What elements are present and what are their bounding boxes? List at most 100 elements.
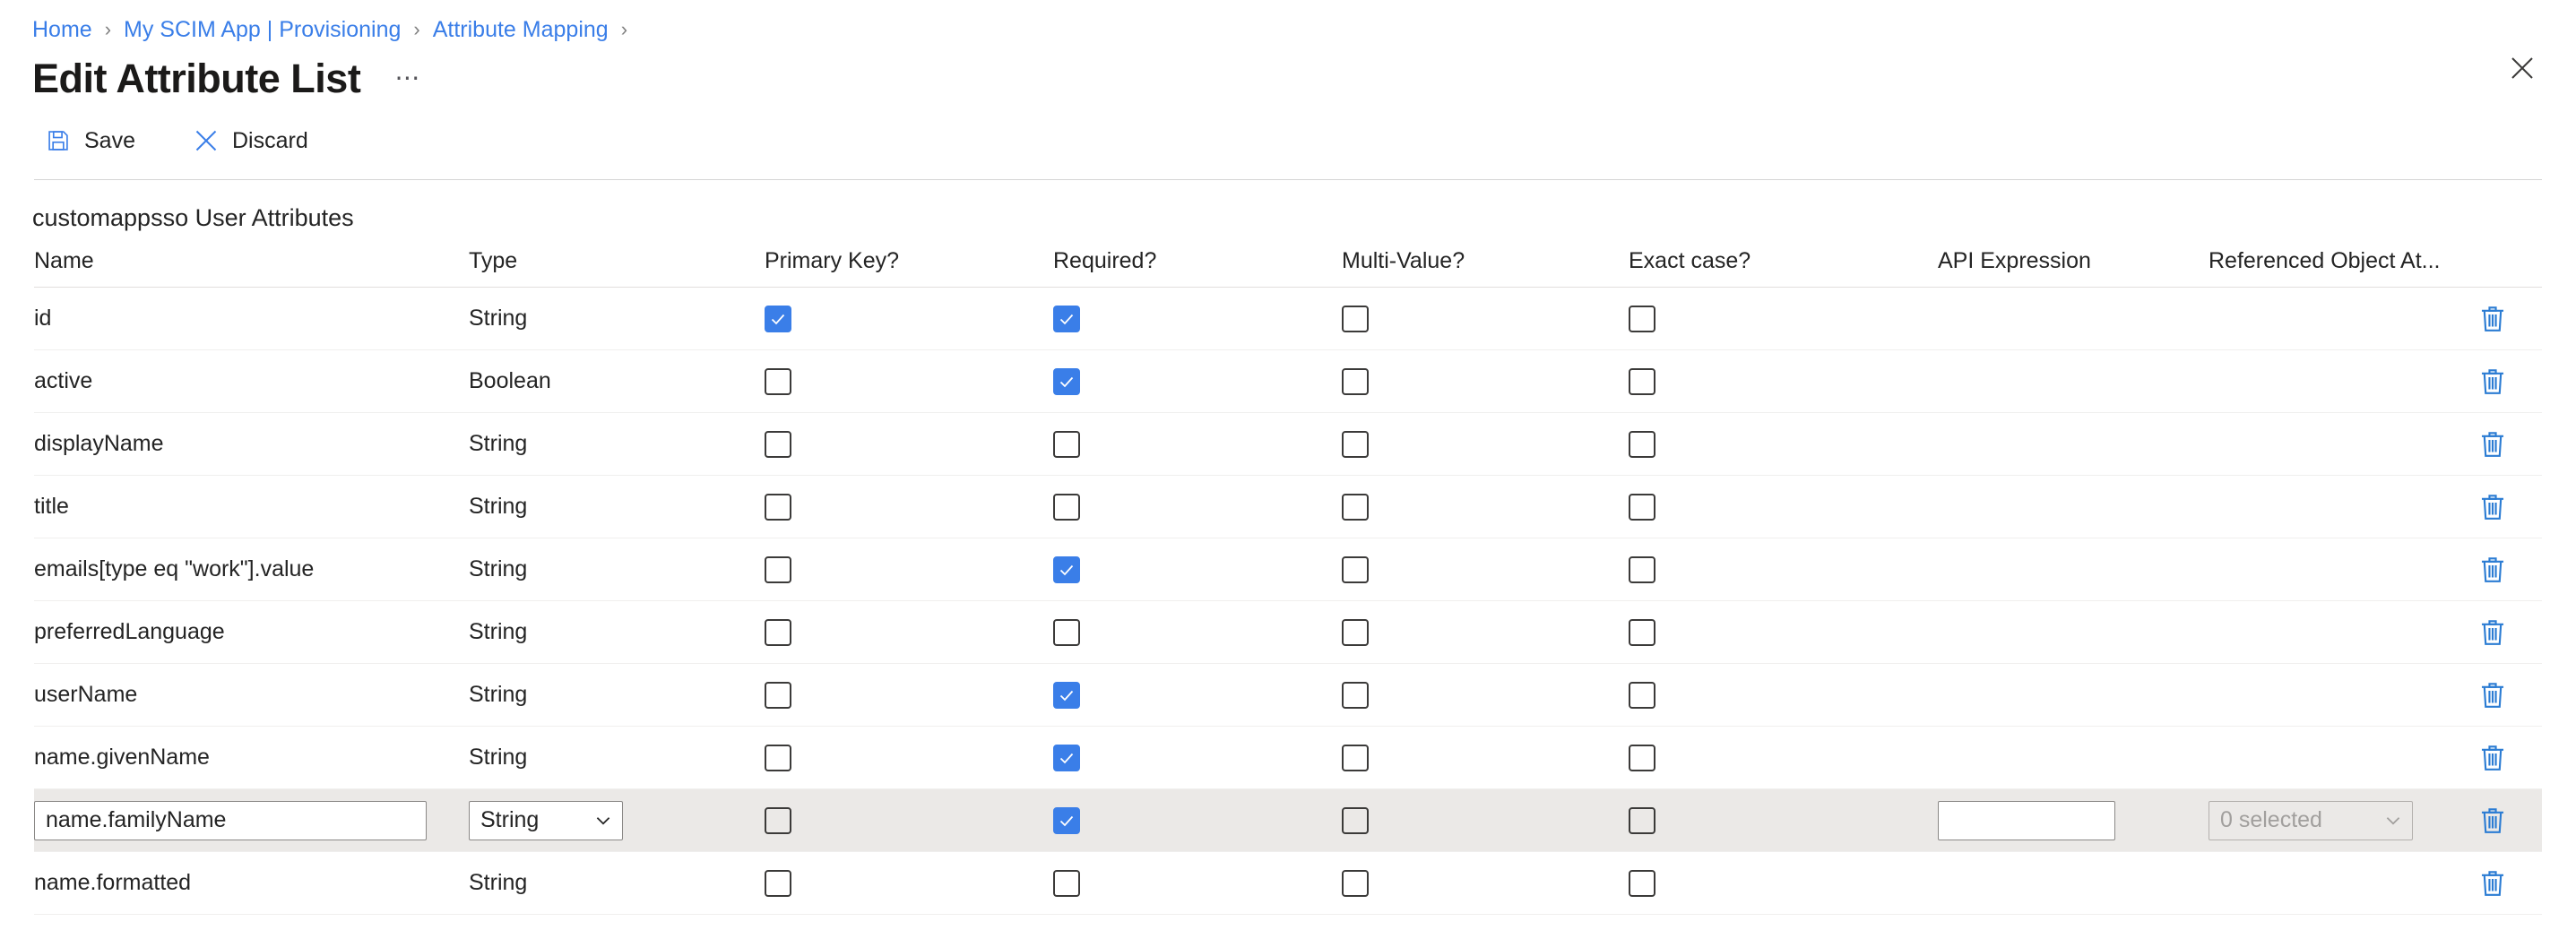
primary-key-checkbox[interactable] [765,431,791,459]
required-checkbox[interactable] [1053,870,1080,898]
primary-key-checkbox[interactable] [765,870,791,898]
trash-icon[interactable] [2477,366,2508,397]
table-row[interactable]: String 0 selected [34,788,2542,853]
exact-case-checkbox[interactable] [1629,807,1655,835]
exact-case-checkbox[interactable] [1629,368,1655,396]
trash-icon[interactable] [2477,617,2508,648]
required-checkbox[interactable] [1053,745,1080,772]
multi-value-checkbox[interactable] [1342,807,1369,835]
table-row[interactable]: emails[type eq "work"].value String [34,538,2542,602]
required-checkbox[interactable] [1053,494,1080,521]
cell-type: String [469,851,765,916]
trash-icon[interactable] [2477,492,2508,522]
trash-icon[interactable] [2477,304,2508,334]
primary-key-checkbox[interactable] [765,556,791,584]
multi-value-checkbox[interactable] [1342,745,1369,772]
exact-case-checkbox[interactable] [1629,745,1655,772]
primary-key-checkbox[interactable] [765,306,791,333]
cell-ec [1629,600,1938,665]
required-checkbox[interactable] [1053,556,1080,584]
api-expression-input[interactable] [1938,800,2115,840]
attribute-name-input[interactable] [34,800,427,840]
cell-api-expression [1938,349,2209,414]
checkmark-icon [771,314,785,325]
required-checkbox[interactable] [1053,682,1080,710]
close-button[interactable] [2503,48,2542,88]
primary-key-checkbox[interactable] [765,682,791,710]
primary-key-checkbox[interactable] [765,368,791,396]
multi-value-checkbox[interactable] [1342,431,1369,459]
table-row[interactable]: name.givenName String [34,726,2542,790]
exact-case-checkbox[interactable] [1629,306,1655,333]
trash-icon[interactable] [2477,743,2508,773]
column-header-referenced-object-attribute[interactable]: Referenced Object At... [2209,248,2477,288]
required-checkbox[interactable] [1053,619,1080,647]
trash-icon[interactable] [2477,868,2508,899]
multi-value-checkbox[interactable] [1342,368,1369,396]
chevron-down-icon [2386,816,2400,825]
exact-case-checkbox[interactable] [1629,431,1655,459]
exact-case-checkbox[interactable] [1629,619,1655,647]
table-row[interactable]: name.formatted String [34,851,2542,916]
exact-case-checkbox[interactable] [1629,494,1655,521]
cell-name: name.formatted [34,851,469,916]
cell-pk [765,538,1053,602]
required-checkbox[interactable] [1053,807,1080,835]
table-row[interactable]: preferredLanguage String [34,600,2542,665]
attribute-type-text: String [469,306,528,332]
column-header-multi-value[interactable]: Multi-Value? [1342,248,1629,288]
multi-value-checkbox[interactable] [1342,619,1369,647]
multi-value-checkbox[interactable] [1342,306,1369,333]
multi-value-checkbox[interactable] [1342,682,1369,710]
column-header-name[interactable]: Name [34,248,469,288]
primary-key-checkbox[interactable] [765,745,791,772]
multi-value-checkbox[interactable] [1342,556,1369,584]
cell-delete [2477,475,2542,539]
column-header-primary-key[interactable]: Primary Key? [765,248,1053,288]
attribute-type-text: String [469,745,528,771]
breadcrumb-item-home[interactable]: Home [32,16,92,42]
discard-button[interactable]: Discard [182,120,323,161]
cell-req [1053,412,1342,477]
multi-value-checkbox[interactable] [1342,494,1369,521]
referenced-object-attribute-dropdown[interactable]: 0 selected [2209,800,2413,840]
trash-icon[interactable] [2477,805,2508,836]
attribute-type-text: String [469,556,528,582]
required-checkbox[interactable] [1053,368,1080,396]
breadcrumb-item-attribute-mapping[interactable]: Attribute Mapping [432,16,609,42]
column-header-exact-case[interactable]: Exact case? [1629,248,1938,288]
table-row[interactable]: userName String [34,663,2542,728]
table-row[interactable]: title String [34,475,2542,539]
exact-case-checkbox[interactable] [1629,870,1655,898]
primary-key-checkbox[interactable] [765,619,791,647]
required-checkbox[interactable] [1053,431,1080,459]
cell-referenced-object-attribute [2209,538,2477,602]
column-header-required[interactable]: Required? [1053,248,1342,288]
multi-value-checkbox[interactable] [1342,870,1369,898]
exact-case-checkbox[interactable] [1629,556,1655,584]
cell-api-expression [1938,475,2209,539]
more-options-button[interactable]: ⋯ [394,64,420,92]
column-header-api-expression[interactable]: API Expression [1938,248,2209,288]
attribute-type-dropdown[interactable]: String [469,800,623,840]
trash-icon[interactable] [2477,555,2508,585]
table-row[interactable]: displayName String [34,412,2542,477]
cell-ec [1629,412,1938,477]
trash-icon[interactable] [2477,429,2508,460]
breadcrumb-item-my-scim-app-provisioning[interactable]: My SCIM App | Provisioning [124,16,402,42]
table-row[interactable]: id String [34,287,2542,351]
column-header-type[interactable]: Type [469,248,765,288]
cell-ec [1629,663,1938,728]
exact-case-checkbox[interactable] [1629,682,1655,710]
primary-key-checkbox[interactable] [765,807,791,835]
primary-key-checkbox[interactable] [765,494,791,521]
required-checkbox[interactable] [1053,306,1080,333]
trash-icon[interactable] [2477,680,2508,710]
save-button[interactable]: Save [34,120,150,161]
cell-name: userName [34,663,469,728]
cell-mv [1342,538,1629,602]
cell-pk [765,663,1053,728]
cell-delete [2477,287,2542,351]
cell-delete [2477,349,2542,414]
table-row[interactable]: active Boolean [34,349,2542,414]
